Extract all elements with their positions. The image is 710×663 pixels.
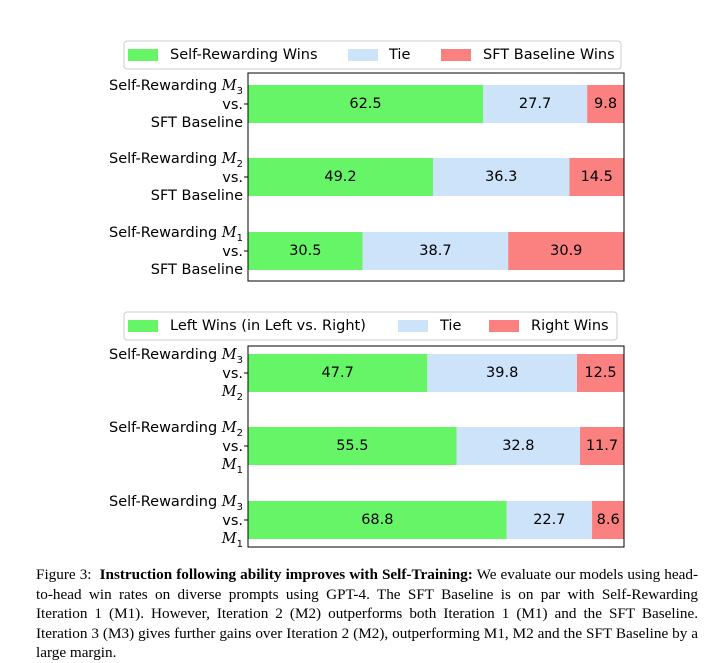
data-label: 8.6 [597, 512, 620, 528]
bar-self-rewarding-wins-row3 [248, 232, 363, 270]
bar-tie-row3 [506, 501, 593, 539]
legend-swatch [128, 320, 158, 332]
data-label: 27.7 [519, 96, 551, 112]
bar-tie-row2 [432, 158, 570, 196]
data-label: 12.5 [584, 365, 616, 381]
legend-swatch [441, 49, 471, 61]
bar-tie-row1 [427, 354, 577, 392]
legend-label: Tie [439, 318, 461, 334]
figure-caption: Figure 3: Instruction following ability … [36, 565, 698, 663]
category-label-line1: Self-Rewarding M1 [109, 225, 243, 244]
category-label-line3: M2 [221, 384, 243, 403]
legend-label: SFT Baseline Wins [483, 47, 615, 63]
legend-label: Right Wins [531, 318, 609, 334]
bar-left-wins-row3 [248, 501, 507, 539]
category-label-line2: vs. [222, 513, 243, 529]
category-label-line2: vs. [222, 170, 243, 186]
category-label-line2: vs. [222, 244, 243, 260]
caption-label: Figure 3: [36, 566, 92, 583]
axes-frame [247, 72, 625, 282]
category-label-line2: vs. [222, 97, 243, 113]
bar-tie-row1 [483, 85, 588, 123]
axes-frame [247, 345, 625, 548]
category-label-line3: M1 [221, 457, 243, 476]
data-label: 30.9 [550, 243, 582, 259]
data-label: 9.8 [594, 96, 617, 112]
category-label-line3: M1 [221, 531, 243, 550]
category-label-line3: SFT Baseline [151, 262, 243, 278]
legend-swatch [398, 320, 428, 332]
legend-box [123, 311, 618, 341]
data-label: 62.5 [349, 96, 381, 112]
category-label-line2: vs. [222, 439, 243, 455]
data-label: 32.8 [502, 438, 534, 454]
data-label: 36.3 [485, 169, 517, 185]
bar-sft-baseline-wins-row3 [508, 232, 625, 270]
data-label: 49.2 [324, 169, 356, 185]
category-label-line1: Self-Rewarding M2 [109, 151, 243, 170]
bar-tie-row3 [362, 232, 509, 270]
bar-self-rewarding-wins-row1 [248, 85, 483, 123]
data-label: 11.7 [586, 438, 618, 454]
category-label-line1: Self-Rewarding M3 [109, 78, 243, 97]
bar-right-wins-row3 [592, 501, 625, 539]
legend-swatch [348, 49, 378, 61]
category-label-line1: Self-Rewarding M2 [109, 420, 243, 439]
bar-tie-row2 [456, 427, 581, 465]
data-label: 38.7 [419, 243, 451, 259]
bar-right-wins-row1 [577, 354, 624, 392]
chart-1: 62.5 27.7 9.8 49.2 36.3 14.5 30.5 38.7 30.9 Self-… [123, 40, 625, 282]
legend-label: Tie [388, 47, 410, 63]
bar-left-wins-row2 [248, 427, 457, 465]
data-label: 14.5 [581, 169, 613, 185]
data-label: 39.8 [486, 365, 518, 381]
caption-text: We evaluate our models using head-to-hea… [36, 566, 699, 661]
bar-self-rewarding-wins-row2 [248, 158, 433, 196]
data-label: 22.7 [533, 512, 565, 528]
category-label-line3: SFT Baseline [151, 115, 243, 131]
data-label: 55.5 [336, 438, 368, 454]
category-label-line3: SFT Baseline [151, 188, 243, 204]
bar-right-wins-row2 [580, 427, 624, 465]
data-label: 68.8 [361, 512, 393, 528]
category-label-line1: Self-Rewarding M3 [109, 347, 243, 366]
legend-swatch [128, 49, 158, 61]
bar-sft-baseline-wins-row1 [587, 85, 624, 123]
chart-2: 47.7 39.8 12.5 55.5 32.8 11.7 68.8 22.7 8.6 Left … [123, 311, 625, 548]
bar-left-wins-row1 [248, 354, 428, 392]
figure: 62.5 27.7 9.8 49.2 36.3 14.5 30.5 38.7 30.9 Self-… [109, 40, 625, 550]
legend-swatch [489, 320, 519, 332]
bar-sft-baseline-wins-row2 [569, 158, 624, 196]
data-label: 30.5 [289, 243, 321, 259]
category-label-line1: Self-Rewarding M3 [109, 494, 243, 513]
category-label-line2: vs. [222, 366, 243, 382]
caption-bold: Instruction following ability improves w… [99, 566, 473, 583]
data-label: 47.7 [322, 365, 354, 381]
legend-label: Left Wins (in Left vs. Right) [170, 318, 366, 334]
legend-label: Self-Rewarding Wins [170, 47, 318, 63]
